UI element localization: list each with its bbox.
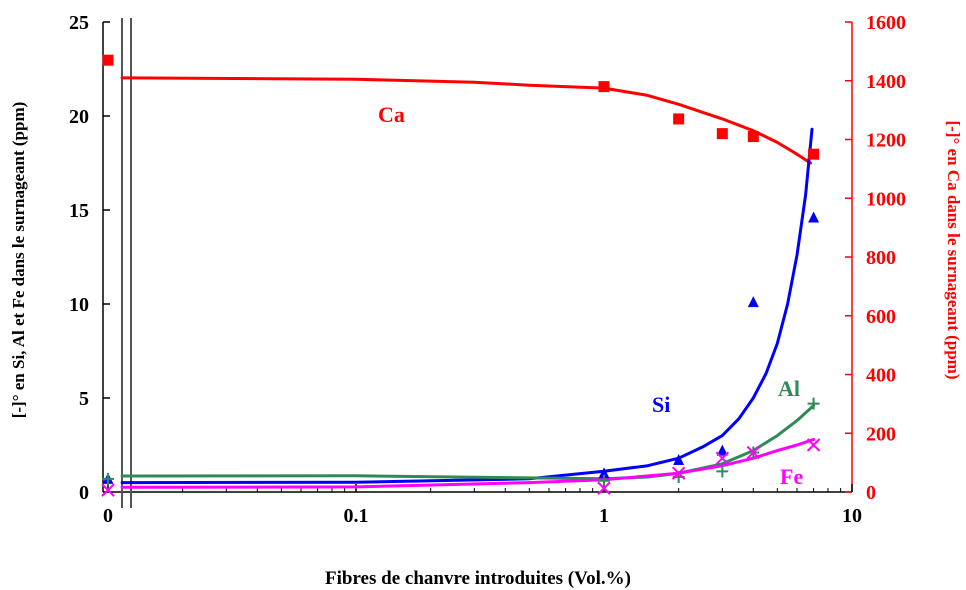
y2-tick-label: 0 <box>866 482 876 504</box>
x-tick-label: 1 <box>599 505 609 527</box>
y2-tick-label: 800 <box>866 247 896 269</box>
x-tick-label: 0.1 <box>344 505 369 527</box>
y2-tick-label: 1400 <box>866 71 906 93</box>
y2-tick-label: 200 <box>866 423 896 445</box>
y2-tick-label: 1200 <box>866 130 906 152</box>
x-axis-label: Fibres de chanvre introduites (Vol.%) <box>325 568 631 589</box>
y-tick-label: 25 <box>69 12 89 34</box>
series-label-al: Al <box>778 376 800 401</box>
y-tick-label: 15 <box>69 200 89 222</box>
y-tick-label: 20 <box>69 106 89 128</box>
data-point-fe <box>597 481 611 495</box>
x-tick-label: 0 <box>103 505 113 527</box>
data-point-ca <box>673 113 685 125</box>
data-point-fe <box>715 451 730 465</box>
data-point-al <box>716 465 729 478</box>
data-point-fe <box>671 466 686 480</box>
y2-tick-label: 400 <box>866 365 896 387</box>
data-point-si <box>598 467 610 479</box>
data-point-ca <box>102 54 114 66</box>
y2-tick-label: 1000 <box>866 188 906 210</box>
y2-axis-label: [-]° en Ca dans le surnageant (ppm) <box>944 121 963 380</box>
y2-tick-label: 1600 <box>866 12 906 34</box>
data-point-fe <box>806 438 821 452</box>
fit-curves <box>120 76 816 489</box>
data-point-al <box>807 397 820 410</box>
labels: Fibres de chanvre introduites (Vol.%) [-… <box>9 102 963 589</box>
y-tick-label: 0 <box>79 482 89 504</box>
y-tick-label: 10 <box>69 294 89 316</box>
x-tick-label: 10 <box>842 505 862 527</box>
axes <box>102 18 853 508</box>
data-point-ca <box>598 81 610 93</box>
ticks: 0510152025020040060080010001200140016000… <box>69 12 906 527</box>
series-label-fe: Fe <box>780 464 803 489</box>
data-point-fe <box>101 483 115 497</box>
data-points <box>101 54 821 497</box>
data-point-ca <box>747 131 759 143</box>
fit-curve-fe <box>120 437 816 489</box>
data-point-fe <box>746 445 761 460</box>
series-label-ca: Ca <box>378 102 405 127</box>
data-point-si <box>747 296 759 308</box>
data-point-si <box>808 211 820 223</box>
y-tick-label: 5 <box>79 388 89 410</box>
data-point-ca <box>808 148 820 160</box>
fit-curve-ca <box>120 76 812 165</box>
series-label-si: Si <box>652 392 670 417</box>
data-point-al <box>102 472 114 485</box>
data-point-si <box>673 454 685 466</box>
data-point-al <box>598 474 610 487</box>
data-point-si <box>716 444 728 456</box>
fit-curve-si <box>120 127 814 485</box>
y2-tick-label: 600 <box>866 306 896 328</box>
y-axis-label: [-]° en Si, Al et Fe dans le surnageant … <box>9 102 28 419</box>
data-point-ca <box>716 128 728 140</box>
